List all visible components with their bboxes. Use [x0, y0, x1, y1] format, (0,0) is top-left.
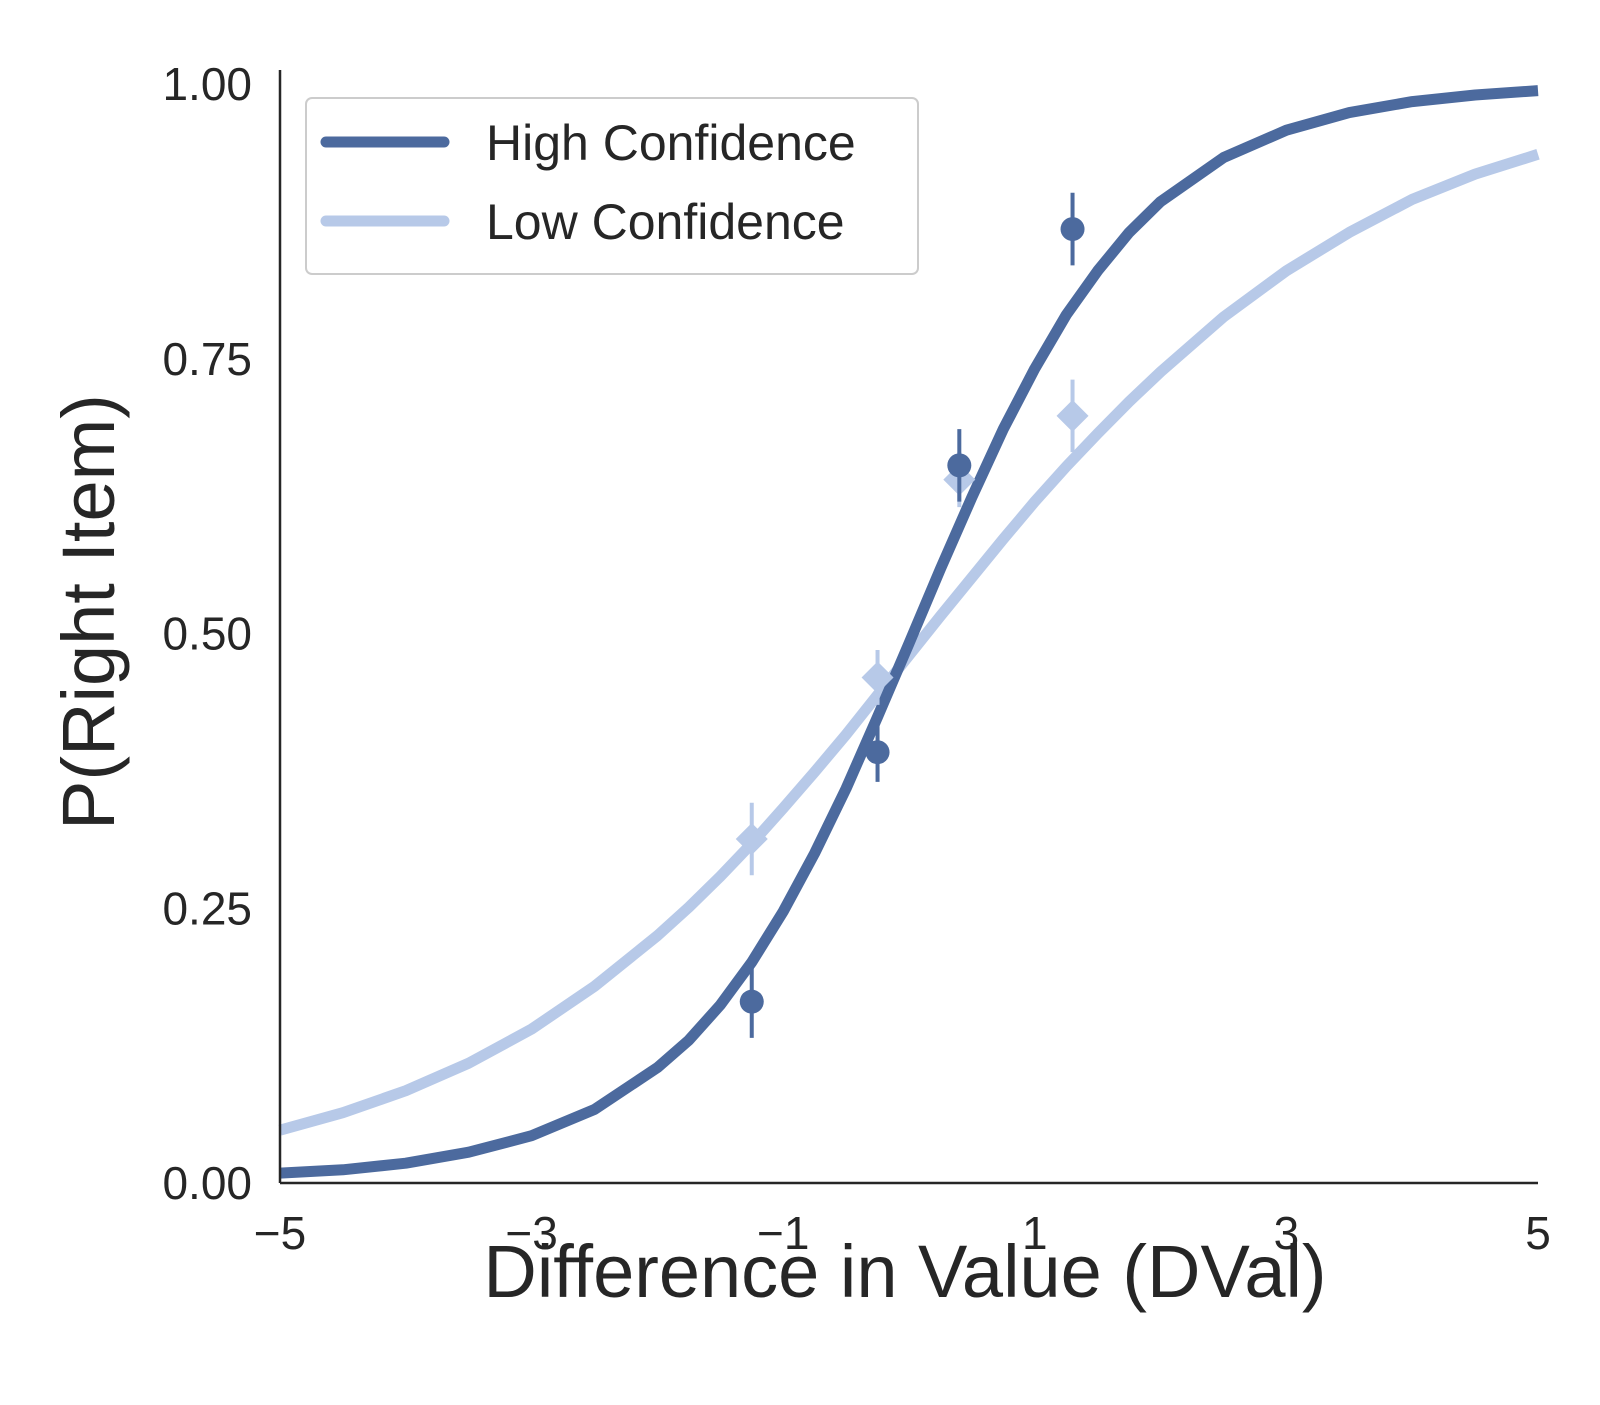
data-point-circle	[947, 453, 972, 478]
legend-label-high-confidence: High Confidence	[486, 115, 856, 171]
data-point-circle	[865, 740, 890, 765]
x-tick-label: 5	[1525, 1207, 1551, 1259]
y-tick-label: 0.75	[162, 333, 252, 385]
axes-layer	[278, 70, 1538, 1185]
y-tick-label: 0.25	[162, 882, 252, 934]
y-tick-label: 0.50	[162, 608, 252, 660]
data-point-diamond	[861, 661, 894, 694]
x-tick-label: −1	[757, 1207, 809, 1259]
data-point-circle	[739, 989, 764, 1014]
y-tick-label: 0.00	[162, 1157, 252, 1209]
x-tick-label: −3	[505, 1207, 557, 1259]
x-axis-title: Difference in Value (DVal)	[483, 1230, 1326, 1313]
data-point-circle	[1060, 217, 1085, 242]
data-point-diamond	[735, 823, 768, 856]
legend-label-low-confidence: Low Confidence	[486, 194, 845, 250]
data-point-diamond	[1056, 399, 1089, 432]
x-tick-label: −5	[254, 1207, 306, 1259]
y-axis-title: P(Right Item)	[47, 394, 130, 830]
x-tick-label: 1	[1022, 1207, 1048, 1259]
curves-layer	[278, 85, 1540, 1179]
points-layer	[735, 192, 1089, 1038]
legend: High Confidence Low Confidence	[305, 97, 919, 275]
x-tick-label: 3	[1274, 1207, 1300, 1259]
tick-labels-layer: −5 −3 −1 1 3 5 0.00 0.25 0.50 0.75 1.00	[162, 58, 1550, 1259]
legend-box	[305, 97, 919, 275]
series-line-0	[279, 85, 1539, 1179]
y-tick-label: 1.00	[162, 58, 252, 110]
